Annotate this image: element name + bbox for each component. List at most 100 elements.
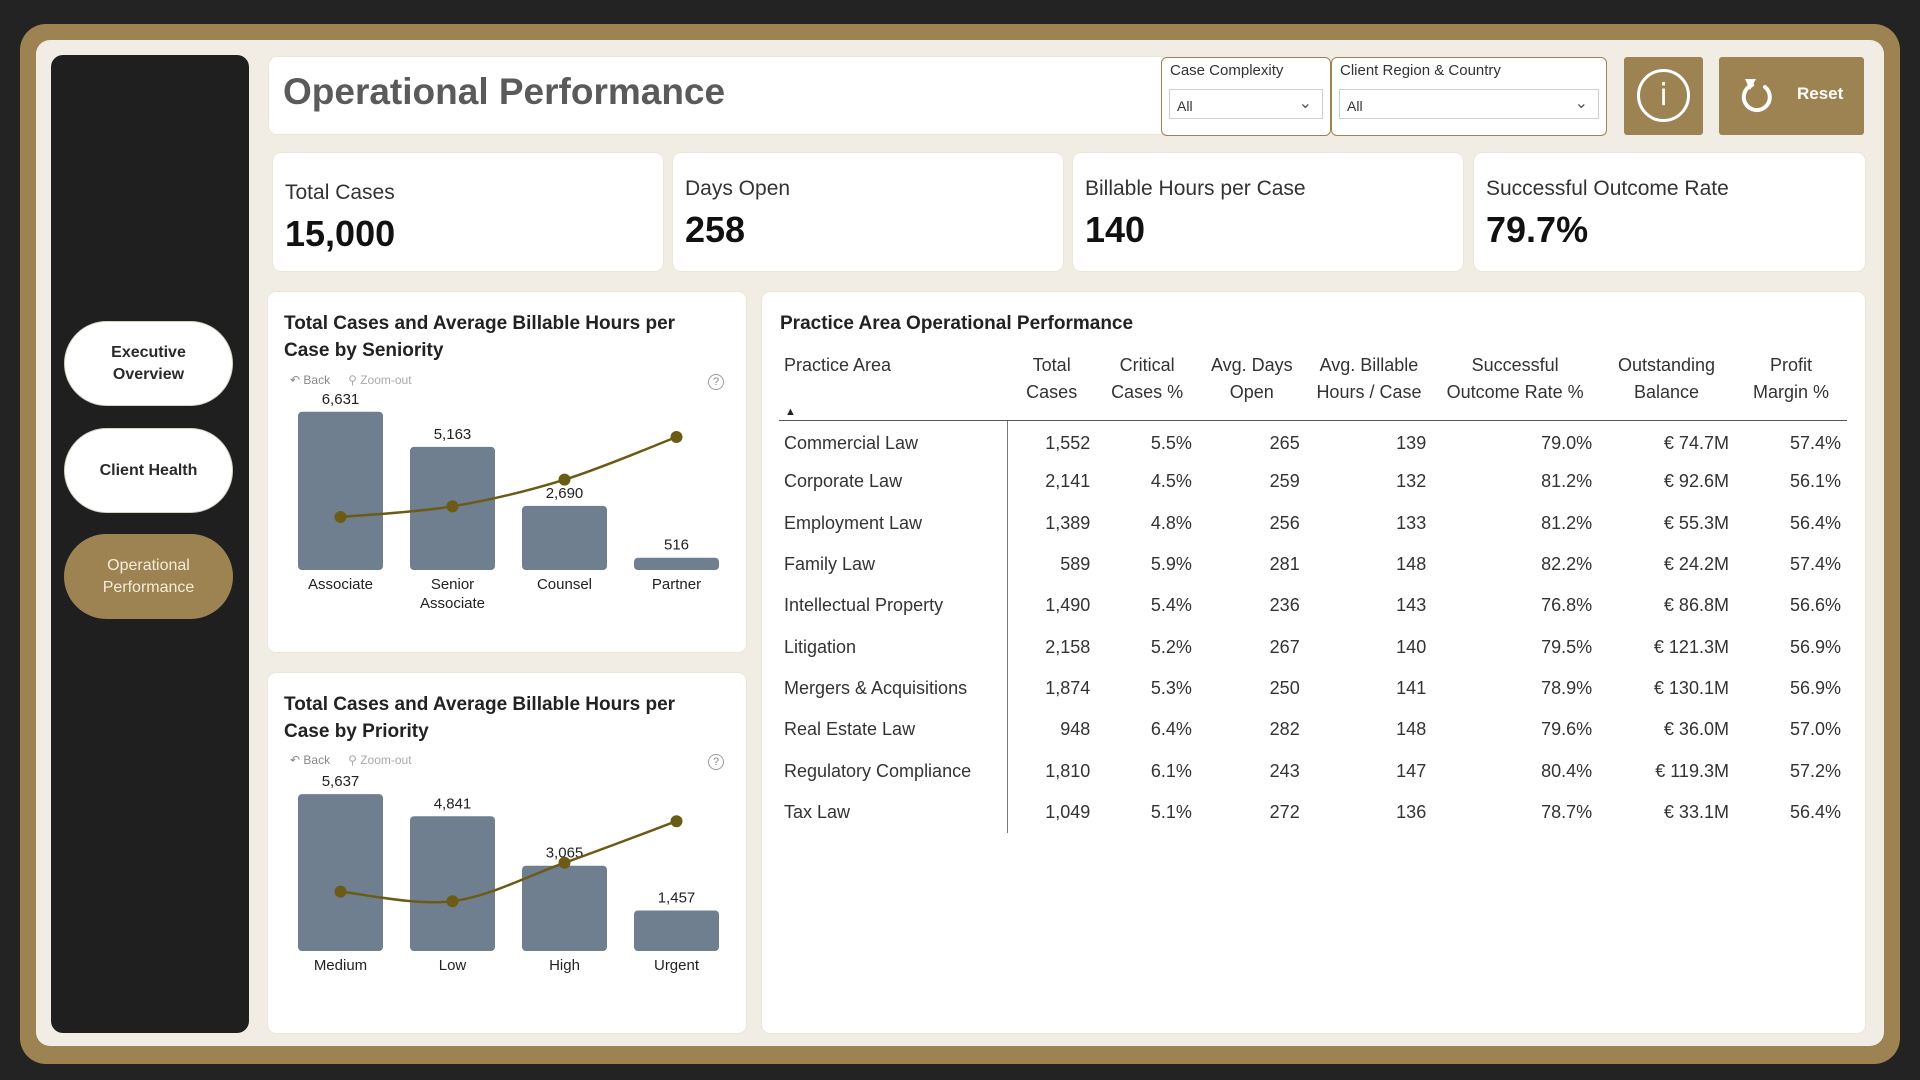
page-title: Operational Performance	[283, 71, 726, 112]
zoom-out-button[interactable]: ⚲ Zoom-out	[348, 373, 412, 387]
table-row[interactable]: Intellectual Property 1,490 5.4% 236 143 76.8…	[779, 585, 1847, 627]
practice-area-cell: Real Estate Law	[779, 709, 1008, 751]
practice-area-table: Practice Area ▲ Total Cases Critical Cases % A…	[779, 350, 1847, 833]
category-label: Associate	[308, 576, 373, 593]
table-cell: 140	[1396, 636, 1427, 657]
table-cell: 243	[1269, 760, 1300, 781]
chart-card-priority: Total Cases and Average Billable Hours p…	[268, 673, 746, 1033]
table-row[interactable]: Employment Law 1,389 4.8% 256 133 81.2% € 55.3…	[779, 502, 1847, 544]
table-cell: 282	[1269, 719, 1300, 740]
case-complexity-dropdown[interactable]: All ⌄	[1169, 89, 1323, 119]
table-cell: 78.9%	[1541, 677, 1593, 698]
bar	[410, 816, 495, 951]
column-header[interactable]: Profit Margin %	[1734, 350, 1847, 421]
line-point	[558, 473, 571, 486]
data-label: 4,841	[434, 795, 472, 812]
data-label: 5,163	[434, 426, 472, 443]
back-button[interactable]: ↶ Back	[290, 753, 331, 767]
zoom-out-button[interactable]: ⚲ Zoom-out	[348, 753, 412, 767]
kpi-days-open: Days Open 258	[673, 153, 1063, 271]
table-cell: 80.4%	[1541, 760, 1593, 781]
back-button[interactable]: ↶ Back	[290, 373, 331, 387]
nav-client-health[interactable]: Client Health	[64, 428, 233, 513]
reset-button[interactable]: Reset	[1719, 57, 1864, 135]
column-header[interactable]: Avg. Days Open	[1197, 350, 1306, 421]
bar	[298, 411, 383, 570]
table-cell: € 55.3M	[1663, 512, 1729, 533]
table-cell: 236	[1269, 595, 1300, 616]
table-cell: 1,874	[1045, 677, 1091, 698]
kpi-billable-hours: Billable Hours per Case 140	[1073, 153, 1463, 271]
table-row[interactable]: Mergers & Acquisitions 1,874 5.3% 250 141 78.…	[779, 667, 1847, 710]
table-cell: 2,141	[1045, 471, 1091, 492]
kpi-value: 79.7%	[1486, 209, 1589, 250]
practice-area-cell: Litigation	[779, 626, 1008, 668]
column-header[interactable]: Avg. Billable Hours / Case	[1305, 350, 1433, 421]
zoom-out-label: Zoom-out	[360, 753, 412, 767]
column-header[interactable]: Total Cases	[1007, 350, 1097, 421]
table-cell: 57.0%	[1789, 719, 1841, 740]
nav-executive-overview[interactable]: Executive Overview	[64, 321, 233, 406]
bar	[298, 794, 383, 951]
data-label: 516	[664, 537, 689, 554]
column-header[interactable]: Critical Cases %	[1096, 350, 1198, 421]
nav-label: Client Health	[99, 461, 198, 479]
category-label: Associate	[420, 595, 485, 612]
nav-label: Operational Performance	[102, 556, 195, 596]
table-cell: € 36.0M	[1663, 719, 1729, 740]
table-row[interactable]: Family Law 589 5.9% 281 148 82.2% € 24.2M 57.4%	[779, 543, 1847, 586]
table-row[interactable]: Corporate Law 2,141 4.5% 259 132 81.2% € 92.6M…	[779, 461, 1847, 503]
case-complexity-slicer[interactable]: Case Complexity All ⌄	[1161, 57, 1331, 136]
practice-area-cell: Regulatory Compliance	[779, 750, 1008, 792]
practice-area-cell: Intellectual Property	[779, 585, 1008, 627]
table-cell: 1,552	[1045, 433, 1091, 454]
bar	[634, 557, 719, 570]
table-cell: 147	[1396, 760, 1427, 781]
column-header[interactable]: Practice Area ▲	[779, 350, 1008, 421]
series-line	[340, 820, 677, 904]
column-header[interactable]: Successful Outcome Rate %	[1432, 350, 1599, 421]
chart-card-seniority: Total Cases and Average Billable Hours p…	[268, 292, 746, 652]
table-cell: 1,049	[1045, 801, 1091, 822]
info-button[interactable]: i	[1624, 57, 1703, 135]
table-cell: 57.4%	[1789, 433, 1841, 454]
table-cell: 4.5%	[1150, 471, 1192, 492]
table-body: Commercial Law 1,552 5.5% 265 139 79.0% € 74.7…	[779, 420, 1847, 833]
table-cell: 256	[1269, 512, 1300, 533]
help-icon[interactable]: ?	[708, 754, 724, 770]
table-row[interactable]: Regulatory Compliance 1,810 6.1% 243 147 80.4…	[779, 750, 1847, 792]
help-icon[interactable]: ?	[708, 374, 724, 390]
table-cell: 589	[1060, 554, 1091, 575]
table-cell: 141	[1396, 677, 1427, 698]
kpi-label: Billable Hours per Case	[1085, 177, 1306, 200]
client-region-slicer[interactable]: Client Region & Country All ⌄	[1331, 57, 1607, 136]
chart-title: Total Cases and Average Billable Hours p…	[284, 313, 676, 361]
table-cell: 78.7%	[1541, 801, 1593, 822]
practice-area-cell: Employment Law	[779, 502, 1008, 544]
table-cell: 133	[1396, 512, 1427, 533]
practice-area-cell: Tax Law	[779, 791, 1008, 833]
kpi-label: Total Cases	[285, 181, 395, 204]
table-row[interactable]: Real Estate Law 948 6.4% 282 148 79.6% € 36.0M…	[779, 709, 1847, 751]
table-row[interactable]: Litigation 2,158 5.2% 267 140 79.5% € 121.3M 56…	[779, 626, 1847, 668]
line-point	[670, 815, 683, 828]
table-cell: 6.1%	[1150, 760, 1192, 781]
category-label: Senior	[431, 576, 474, 593]
nav-operational-performance[interactable]: Operational Performance	[64, 534, 233, 619]
practice-area-cell: Corporate Law	[779, 461, 1008, 503]
table-cell: 267	[1269, 636, 1300, 657]
table-row[interactable]: Tax Law 1,049 5.1% 272 136 78.7% € 33.1M 56.4%	[779, 791, 1847, 833]
kpi-label: Days Open	[685, 177, 791, 200]
column-header[interactable]: Outstanding Balance	[1598, 350, 1735, 421]
back-label: Back	[303, 373, 331, 387]
data-label: 3,065	[546, 845, 584, 862]
practice-area-cell: Family Law	[779, 543, 1008, 586]
client-region-dropdown[interactable]: All ⌄	[1339, 89, 1599, 119]
chart-svg: 6,631 Associate 5,163 Senior Associate 2,690 C…	[298, 391, 719, 612]
table-cell: 272	[1269, 801, 1300, 822]
sort-ascending-icon[interactable]: ▲	[785, 406, 796, 418]
table-cell: 948	[1060, 719, 1091, 740]
table-cell: 56.9%	[1789, 677, 1841, 698]
category-label: Low	[439, 957, 467, 974]
table-row[interactable]: Commercial Law 1,552 5.5% 265 139 79.0% € 74.7…	[779, 420, 1847, 462]
